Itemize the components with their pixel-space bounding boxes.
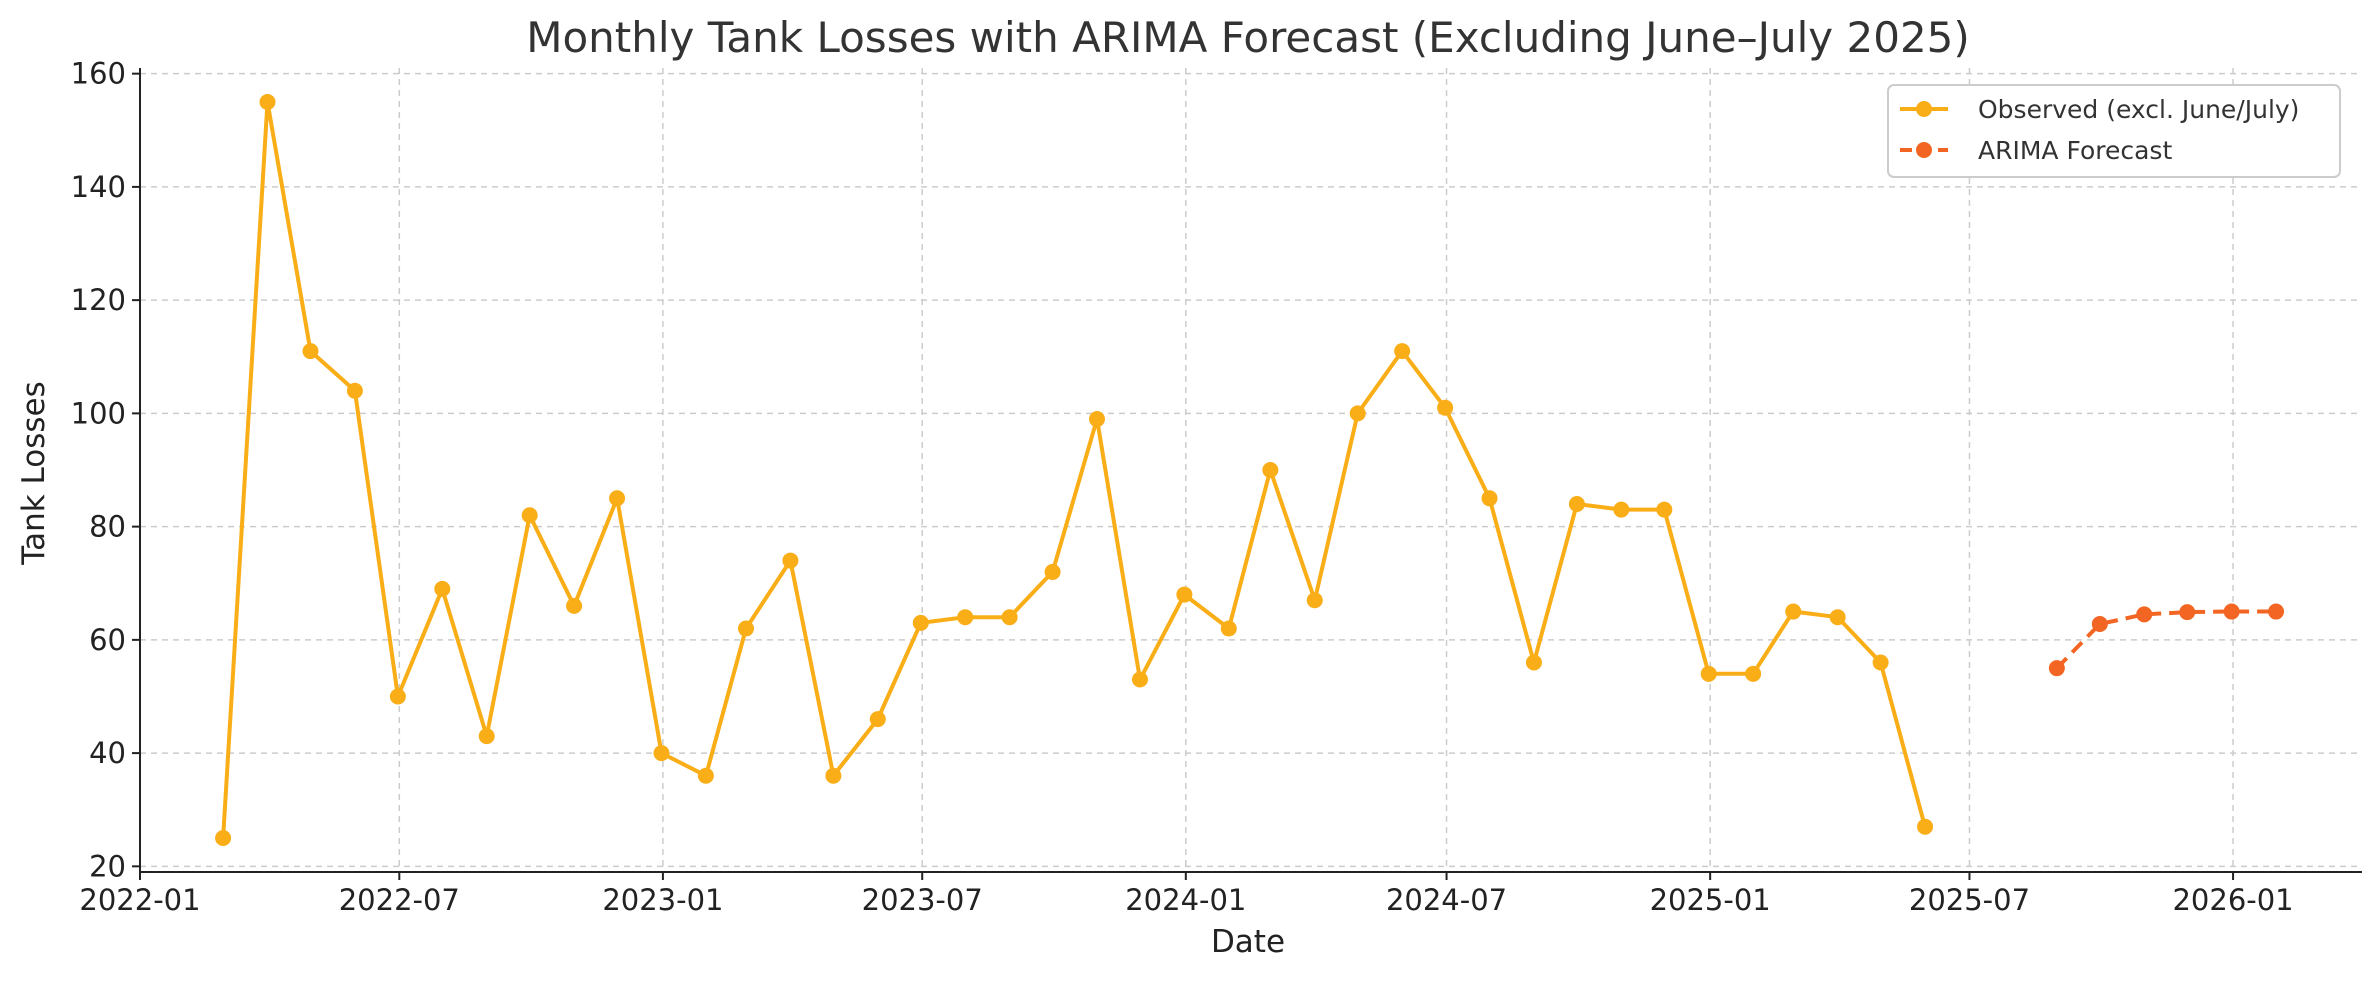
series-layer — [215, 93, 2285, 847]
observed-data-point — [1917, 818, 1934, 835]
observed-data-point — [1262, 462, 1279, 478]
observed-data-point — [912, 614, 929, 631]
observed-data-point — [215, 830, 232, 847]
y-tick-label: 20 — [89, 849, 126, 883]
observed-data-point — [434, 580, 451, 597]
forecast-data-point — [2179, 604, 2196, 621]
observed-data-point — [609, 490, 626, 507]
observed-data-point — [1088, 411, 1105, 428]
observed-data-point — [1568, 495, 1585, 512]
legend-observed-swatch-marker — [1916, 101, 1932, 117]
x-tick-label: 2022-07 — [339, 883, 460, 917]
x-tick-label: 2026-01 — [2172, 883, 2293, 917]
observed-data-point — [1481, 490, 1498, 507]
observed-data-point — [1745, 665, 1762, 682]
observed-data-point — [478, 728, 495, 745]
observed-data-point — [1656, 501, 1673, 518]
x-tick-label: 2022-01 — [79, 883, 200, 917]
observed-data-point — [259, 93, 276, 110]
observed-data-point — [302, 343, 319, 360]
observed-data-point — [1394, 343, 1411, 360]
forecast-data-point — [2223, 603, 2240, 620]
observed-data-point — [1001, 609, 1018, 626]
observed-data-point — [869, 711, 886, 728]
observed-data-point — [1044, 563, 1061, 580]
observed-data-point — [738, 620, 754, 637]
observed-data-point — [521, 507, 538, 524]
y-tick-label: 80 — [89, 510, 126, 544]
series-line-observed — [221, 100, 1927, 839]
observed-data-point — [1176, 586, 1193, 603]
observed-data-point — [1829, 609, 1846, 626]
axes: 2022-01 2022-07 2023-01 2023-07 2024-01 2024-… — [71, 57, 2362, 917]
observed-data-point — [1613, 501, 1630, 518]
legend-box — [1887, 84, 2341, 178]
y-axis-label: Tank Losses — [16, 381, 52, 565]
observed-data-point — [1872, 654, 1889, 671]
observed-data-point — [1785, 603, 1802, 620]
grid — [139, 68, 2362, 872]
observed-data-point — [1220, 620, 1237, 637]
legend-forecast-swatch-marker — [1916, 142, 1932, 158]
x-axis-label: Date — [1211, 924, 1285, 960]
observed-data-point — [1525, 654, 1542, 671]
observed-data-point — [697, 767, 714, 784]
x-tick-label: 2024-07 — [1386, 883, 1507, 917]
y-tick-label: 140 — [71, 170, 126, 204]
observed-data-point — [566, 597, 583, 614]
x-tick-label: 2025-07 — [1909, 883, 2030, 917]
observed-data-point — [389, 688, 406, 705]
observed-data-point — [1437, 399, 1454, 416]
forecast-data-point — [2048, 660, 2065, 677]
x-tick-label: 2023-01 — [602, 883, 723, 917]
x-tick-label: 2025-01 — [1650, 883, 1771, 917]
observed-data-point — [782, 552, 799, 569]
observed-data-point — [346, 382, 363, 399]
observed-data-point — [1306, 592, 1323, 609]
forecast-data-point — [2136, 606, 2153, 623]
forecast-data-point — [2091, 616, 2108, 633]
observed-data-point — [653, 745, 670, 762]
y-tick-label: 60 — [89, 623, 126, 657]
observed-data-point — [1349, 405, 1366, 422]
observed-data-point — [1131, 671, 1148, 688]
y-tick-label: 160 — [71, 57, 126, 91]
legend: Observed (excl. June/July) ARIMA Forecas… — [1887, 84, 2341, 178]
legend-forecast-label: ARIMA Forecast — [1978, 136, 2172, 165]
y-tick-label: 120 — [71, 283, 126, 317]
x-tick-label: 2024-01 — [1125, 883, 1246, 917]
x-tick-label: 2023-07 — [862, 883, 983, 917]
y-tick-label: 40 — [89, 736, 126, 770]
forecast-data-point — [2268, 603, 2285, 620]
y-tick-label: 100 — [71, 396, 126, 430]
legend-observed-label: Observed (excl. June/July) — [1978, 95, 2299, 124]
chart-title: Monthly Tank Losses with ARIMA Forecast … — [526, 13, 1970, 62]
observed-data-point — [1700, 665, 1717, 682]
observed-data-point — [957, 609, 974, 626]
observed-data-point — [825, 767, 842, 784]
